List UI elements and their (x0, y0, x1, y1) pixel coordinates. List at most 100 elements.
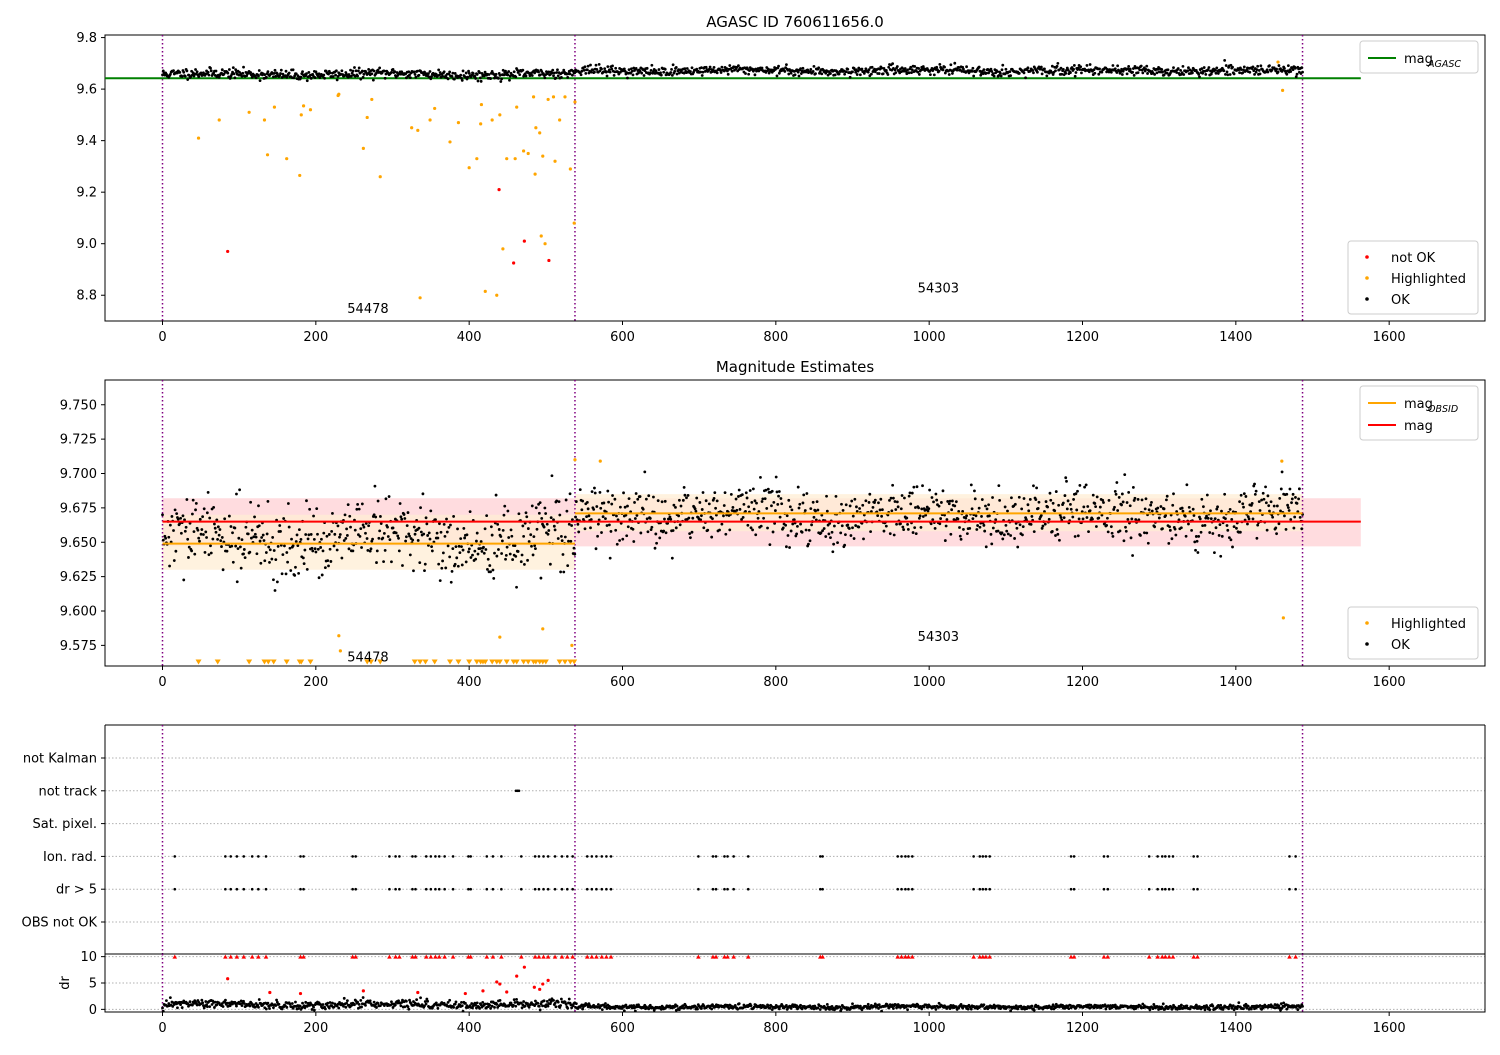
flag-event-point (711, 887, 715, 891)
highlighted-point (196, 136, 201, 140)
dr-over-limit-marker (397, 954, 402, 959)
ok-point (578, 488, 582, 492)
ok-point (282, 517, 286, 520)
highlighted-point (479, 102, 484, 107)
ok-point (857, 525, 861, 529)
ok-point (873, 498, 877, 502)
ok-point (379, 1004, 382, 1008)
ok-point (719, 71, 723, 74)
ok-point (566, 564, 570, 568)
ok-point (176, 517, 180, 521)
ok-point (788, 505, 792, 509)
ok-point (1226, 528, 1230, 532)
ok-point (990, 542, 994, 546)
ok-point (1106, 516, 1109, 520)
ok-point (526, 527, 530, 530)
flag-event-point (981, 887, 985, 891)
ok-point (519, 1001, 523, 1005)
ok-point (1208, 1008, 1212, 1012)
ok-point (402, 513, 406, 516)
ok-point (379, 522, 383, 525)
flag-event-point (520, 887, 523, 891)
flag-event-point (972, 855, 975, 858)
ok-point (242, 999, 245, 1003)
ok-point (589, 518, 593, 521)
ok-point (328, 547, 332, 551)
ok-point (646, 530, 650, 534)
ok-point (810, 523, 813, 527)
x-tick-label: 600 (610, 1021, 635, 1036)
ok-point (489, 77, 492, 81)
ok-point (199, 532, 203, 536)
ok-point (418, 561, 422, 565)
ok-point (1222, 69, 1226, 73)
ok-point (547, 70, 551, 74)
ok-point (1043, 510, 1046, 513)
flag-event-point (500, 887, 503, 891)
ok-point (820, 72, 824, 76)
ok-point (1064, 476, 1068, 480)
ok-point (851, 526, 854, 530)
dr-over-limit-marker (980, 954, 986, 959)
ok-point (749, 1004, 753, 1008)
ok-point (690, 530, 694, 534)
ok-point (563, 535, 567, 539)
legend-box (1347, 606, 1479, 660)
flag-event-point (351, 887, 354, 891)
ok-point (362, 525, 366, 529)
dr-over-limit-marker (428, 954, 434, 959)
ok-point (452, 515, 456, 518)
ok-point (583, 65, 587, 69)
ok-point (847, 527, 851, 530)
ok-point (187, 556, 190, 559)
ok-point (766, 526, 769, 530)
ok-point (314, 550, 318, 554)
obsid-annotation: 54303 (918, 282, 959, 297)
ok-point (571, 73, 574, 77)
ok-point (679, 504, 683, 508)
ok-point (1021, 525, 1025, 529)
ok-point (1280, 470, 1284, 474)
ok-point (486, 567, 489, 571)
flag-event-point (264, 855, 268, 858)
ok-point (959, 537, 963, 541)
ok-point (526, 1002, 529, 1005)
ok-point (552, 74, 555, 78)
ok-point (678, 1008, 681, 1012)
ok-point (479, 79, 483, 83)
ok-point (465, 533, 469, 537)
ok-point (1168, 528, 1172, 532)
ok-point (848, 75, 852, 79)
ok-point (1132, 499, 1136, 502)
ok-point (777, 64, 780, 68)
ok-point (802, 493, 806, 497)
x-tick-label: 1600 (1373, 1021, 1406, 1036)
ok-point (1014, 1004, 1018, 1008)
ok-point (553, 528, 557, 532)
ok-point (1065, 479, 1068, 483)
ok-point (533, 1004, 537, 1008)
ok-point (659, 73, 663, 77)
ok-point (337, 1006, 341, 1010)
ok-point (837, 72, 841, 76)
ok-point (312, 537, 316, 541)
ok-point (958, 534, 962, 538)
ok-point (714, 506, 718, 510)
ok-point (244, 525, 248, 529)
ok-point (574, 515, 577, 519)
ok-point (825, 509, 829, 513)
ok-point (712, 65, 716, 69)
ok-point (1055, 528, 1059, 531)
ok-point (593, 70, 596, 74)
ok-point (396, 534, 400, 538)
ok-point (1214, 526, 1218, 530)
ok-point (1079, 65, 1083, 69)
ok-point (701, 491, 705, 494)
obsid-annotation: 54478 (347, 302, 388, 317)
ok-point (280, 572, 284, 576)
dr-over-limit-marker (234, 954, 240, 959)
flag-event-point (546, 855, 550, 858)
ok-point (311, 549, 315, 553)
ok-point (871, 505, 875, 509)
ok-point (263, 559, 267, 563)
